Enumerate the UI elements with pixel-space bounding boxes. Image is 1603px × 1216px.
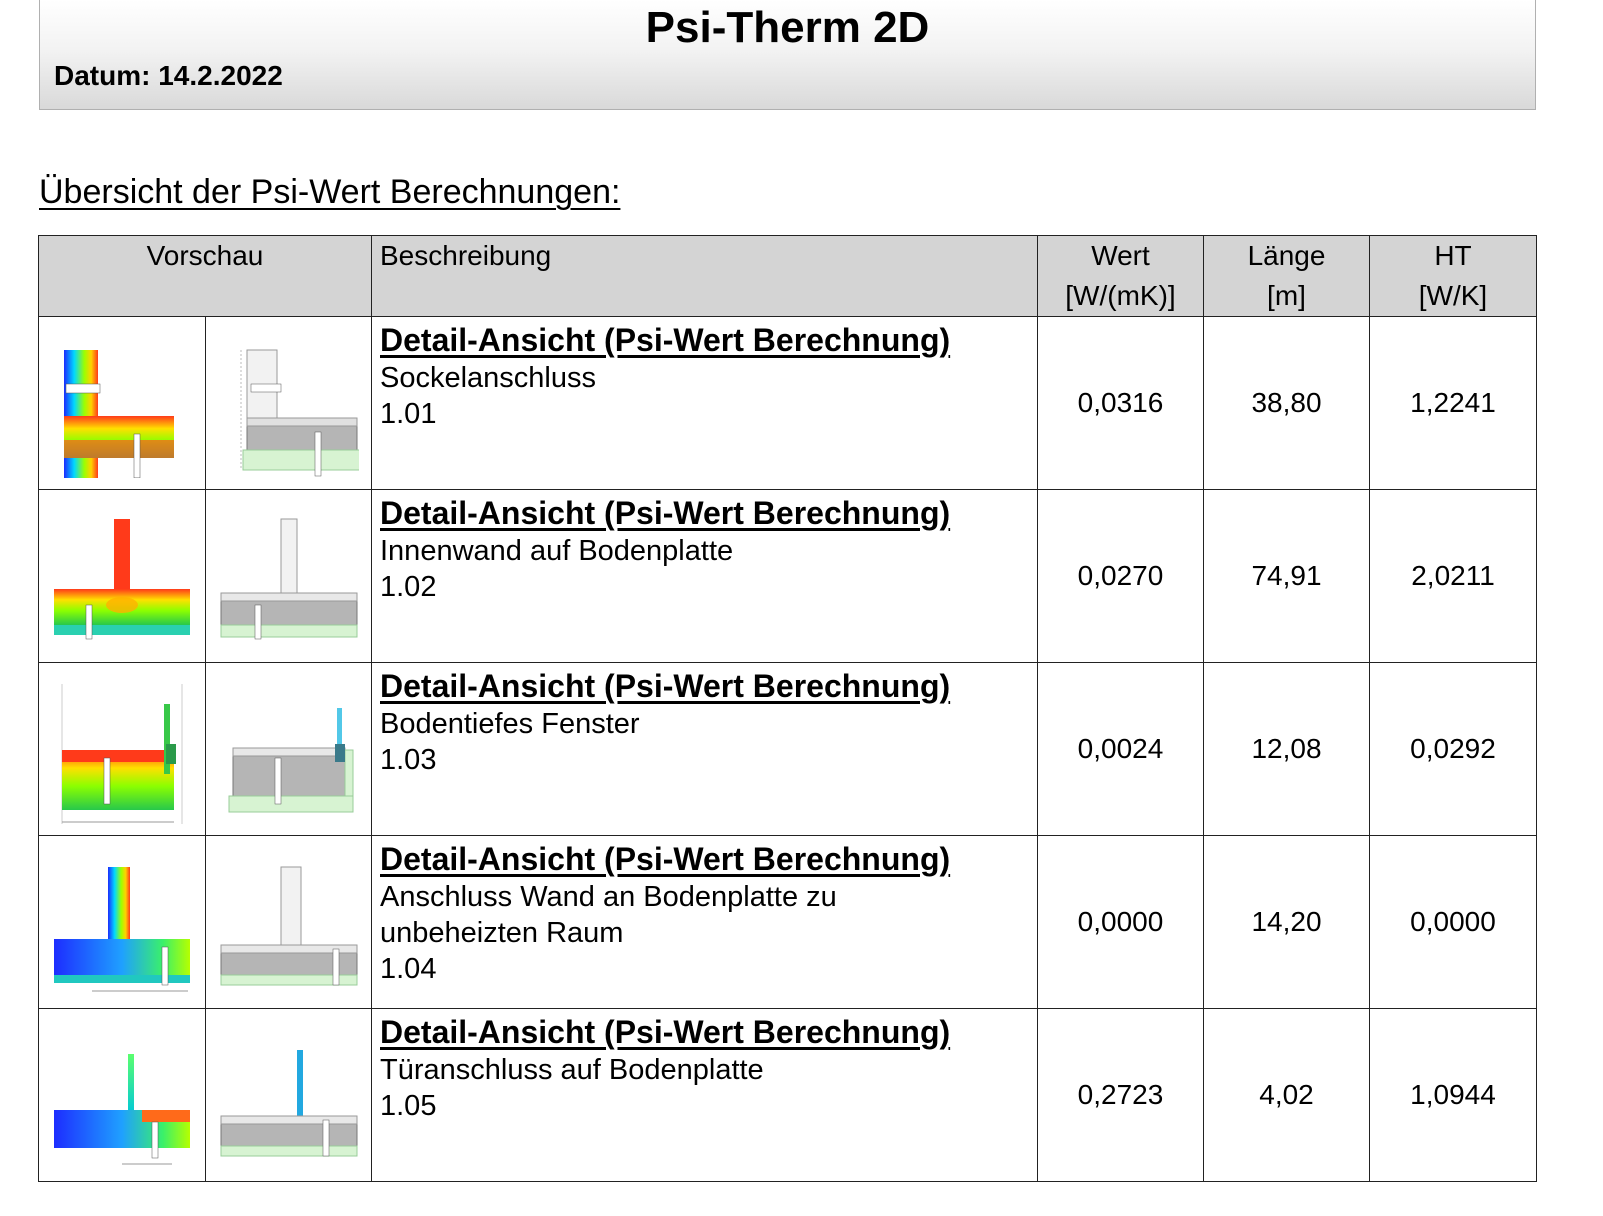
detail-code: 1.05: [380, 1090, 437, 1122]
ht-cell: 1,2241: [1369, 316, 1537, 490]
overview-title: Übersicht der Psi-Wert Berechnungen:: [39, 173, 621, 211]
thermal-preview-cell[interactable]: [38, 662, 206, 836]
description-cell: Detail-Ansicht (Psi-Wert Berechnung) Inn…: [371, 489, 1038, 663]
detail-view-link[interactable]: Detail-Ansicht (Psi-Wert Berechnung): [380, 322, 951, 358]
thermal-preview-image[interactable]: [52, 1020, 192, 1170]
geometry-preview-cell[interactable]: [205, 316, 372, 490]
col-header-ht: HT [W/K]: [1369, 235, 1537, 317]
table-header-row: Vorschau Beschreibung Wert [W/(mK)] Länge…: [38, 235, 1537, 317]
value-cell: 0,2723: [1037, 1008, 1204, 1182]
detail-code: 1.04: [380, 953, 437, 985]
psi-value-table: Vorschau Beschreibung Wert [W/(mK)] Länge…: [38, 235, 1537, 1182]
detail-view-link[interactable]: Detail-Ansicht (Psi-Wert Berechnung): [380, 841, 951, 877]
value-cell: 0,0316: [1037, 316, 1204, 490]
detail-name: Bodentiefes Fenster: [380, 708, 640, 740]
description-cell: Detail-Ansicht (Psi-Wert Berechnung) Tür…: [371, 1008, 1038, 1182]
ht-cell: 1,0944: [1369, 1008, 1537, 1182]
geometry-preview-cell[interactable]: [205, 1008, 372, 1182]
geometry-preview-cell[interactable]: [205, 489, 372, 663]
detail-name-continued: unbeheizten Raum: [380, 917, 624, 949]
geometry-preview-cell[interactable]: [205, 835, 372, 1009]
thermal-preview-image[interactable]: [52, 847, 192, 997]
report-header: Psi-Therm 2D Datum: 14.2.2022: [39, 0, 1536, 110]
detail-name: Türanschluss auf Bodenplatte: [380, 1054, 764, 1086]
value-cell: 0,0000: [1037, 835, 1204, 1009]
col-header-preview: Vorschau: [38, 235, 372, 317]
value-cell: 0,0024: [1037, 662, 1204, 836]
length-cell: 38,80: [1203, 316, 1370, 490]
detail-name: Innenwand auf Bodenplatte: [380, 535, 734, 567]
table-row: Detail-Ansicht (Psi-Wert Berechnung) Soc…: [38, 316, 1537, 490]
detail-view-link[interactable]: Detail-Ansicht (Psi-Wert Berechnung): [380, 495, 951, 531]
col-header-value: Wert [W/(mK)]: [1037, 235, 1204, 317]
thermal-preview-cell[interactable]: [38, 1008, 206, 1182]
description-cell: Detail-Ansicht (Psi-Wert Berechnung) Bod…: [371, 662, 1038, 836]
geometry-preview-image[interactable]: [219, 674, 359, 824]
value-cell: 0,0270: [1037, 489, 1204, 663]
length-cell: 4,02: [1203, 1008, 1370, 1182]
thermal-preview-cell[interactable]: [38, 835, 206, 1009]
length-cell: 14,20: [1203, 835, 1370, 1009]
length-cell: 12,08: [1203, 662, 1370, 836]
table-row: Detail-Ansicht (Psi-Wert Berechnung) Ans…: [38, 835, 1537, 1009]
geometry-preview-cell[interactable]: [205, 662, 372, 836]
description-cell: Detail-Ansicht (Psi-Wert Berechnung) Soc…: [371, 316, 1038, 490]
detail-code: 1.01: [380, 398, 437, 430]
ht-cell: 2,0211: [1369, 489, 1537, 663]
detail-code: 1.03: [380, 744, 437, 776]
report-title: Psi-Therm 2D: [645, 3, 930, 52]
detail-view-link[interactable]: Detail-Ansicht (Psi-Wert Berechnung): [380, 668, 951, 704]
table-row: Detail-Ansicht (Psi-Wert Berechnung) Bod…: [38, 662, 1537, 836]
thermal-preview-image[interactable]: [52, 674, 192, 824]
col-header-length: Länge [m]: [1203, 235, 1370, 317]
length-cell: 74,91: [1203, 489, 1370, 663]
report-date: Datum: 14.2.2022: [54, 60, 283, 91]
ht-cell: 0,0000: [1369, 835, 1537, 1009]
thermal-preview-image[interactable]: [52, 328, 192, 478]
col-header-description: Beschreibung: [371, 235, 1038, 317]
thermal-preview-cell[interactable]: [38, 489, 206, 663]
geometry-preview-image[interactable]: [219, 328, 359, 478]
thermal-preview-cell[interactable]: [38, 316, 206, 490]
detail-name: Sockelanschluss: [380, 362, 596, 394]
description-cell: Detail-Ansicht (Psi-Wert Berechnung) Ans…: [371, 835, 1038, 1009]
detail-view-link[interactable]: Detail-Ansicht (Psi-Wert Berechnung): [380, 1014, 951, 1050]
table-row: Detail-Ansicht (Psi-Wert Berechnung) Tür…: [38, 1008, 1537, 1182]
ht-cell: 0,0292: [1369, 662, 1537, 836]
geometry-preview-image[interactable]: [219, 847, 359, 997]
geometry-preview-image[interactable]: [219, 1020, 359, 1170]
detail-code: 1.02: [380, 571, 437, 603]
detail-name: Anschluss Wand an Bodenplatte zu: [380, 881, 837, 913]
thermal-preview-image[interactable]: [52, 501, 192, 651]
geometry-preview-image[interactable]: [219, 501, 359, 651]
table-row: Detail-Ansicht (Psi-Wert Berechnung) Inn…: [38, 489, 1537, 663]
